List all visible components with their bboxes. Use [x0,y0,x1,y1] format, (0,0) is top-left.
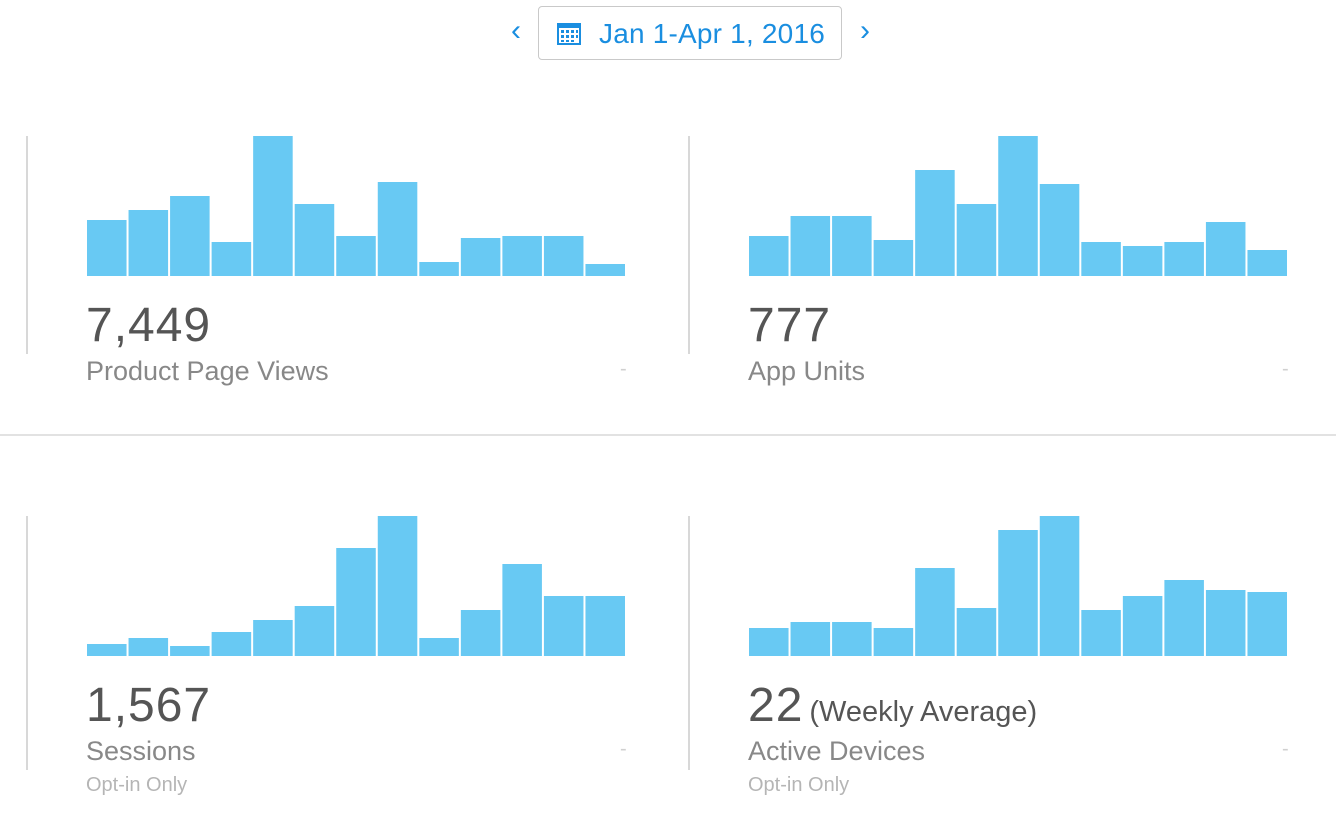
chart-bar [1081,610,1121,656]
chart-bar [1247,592,1287,656]
metric-label: Sessions [86,736,196,766]
chart-bar [211,242,252,276]
chart-bar [336,236,376,276]
chart-bar [790,622,831,656]
chart-bar [1122,596,1163,656]
chart-bar [832,216,872,276]
chart-bar [1039,184,1080,276]
chart-bar [998,530,1038,656]
chart-bar [1247,250,1287,276]
chart-bar [1164,580,1204,656]
date-range-navigator: ‹ Jan 1-Apr 1, 2016 › [0,6,1336,60]
trend-indicator: - [620,358,627,380]
chart-bar [749,236,789,276]
chart-bar [87,220,127,276]
chart-bar [460,238,501,276]
chart-bar [419,638,459,656]
chart-bar [253,620,293,656]
calendar-icon [557,23,581,45]
chart-bar [1081,242,1121,276]
chart-bar [585,264,625,276]
chart-bar [1122,246,1163,276]
chart-bar [253,136,293,276]
chart-bar [502,564,542,656]
chart-bar [1205,222,1246,276]
panel-divider [26,516,28,770]
chart-bar [749,628,789,656]
chart-bar [998,136,1038,276]
chart-bar [543,236,584,276]
panel-divider [688,136,690,354]
chart-bar [956,204,997,276]
chart-bar [915,170,955,276]
chart-bar [128,638,169,656]
chart-bar [170,196,210,276]
metric-value: 7,449 [86,299,212,352]
trend-indicator: - [1282,358,1289,380]
trend-indicator: - [620,738,627,760]
chart-bar [460,610,501,656]
chart-bar [170,646,210,656]
chart-bar [294,204,335,276]
date-range-label: Jan 1-Apr 1, 2016 [599,18,825,49]
chart-bar [1205,590,1246,656]
chart-bar [419,262,459,276]
chart-bar [294,606,335,656]
panel-divider [688,516,690,770]
chart-bar [502,236,542,276]
chart-bar [377,182,418,276]
metric-panel-active-devices[interactable]: 22 (Weekly Average) Active Devices - Opt-… [688,516,1328,816]
chart-bar [873,628,914,656]
bar-chart [749,516,1287,656]
metric-panel-product-page-views[interactable]: 7,449 Product Page Views - [26,136,666,436]
chevron-right-icon[interactable]: › [860,14,870,47]
chart-bar [956,608,997,656]
panel-divider [26,136,28,354]
chart-bar [790,216,831,276]
chevron-left-icon[interactable]: ‹ [511,14,521,47]
metric-label: App Units [748,356,866,386]
chart-bar [128,210,169,276]
bar-chart [87,136,625,276]
bar-chart [749,136,1287,276]
opt-in-note: Opt-in Only [748,774,850,796]
chart-bar [873,240,914,276]
section-divider [0,434,1336,436]
chart-bar [336,548,376,656]
metric-panel-app-units[interactable]: 777 App Units - [688,136,1328,436]
chart-bar [377,516,418,656]
metric-value: 1,567 [86,679,212,732]
metric-label: Product Page Views [86,356,329,386]
chart-bar [1164,242,1204,276]
metric-value: 777 [748,299,832,352]
metric-label: Active Devices [748,736,926,766]
metric-panel-sessions[interactable]: 1,567 Sessions - Opt-in Only [26,516,666,816]
chart-bar [915,568,955,656]
chart-bar [1039,516,1080,656]
chart-bar [543,596,584,656]
chart-bar [87,644,127,656]
chart-bar [211,632,252,656]
metric-value: 22 (Weekly Average) [748,679,1038,732]
bar-chart [87,516,625,656]
chart-bar [832,622,872,656]
metric-subtitle: (Weekly Average) [809,696,1038,728]
trend-indicator: - [1282,738,1289,760]
chart-bar [585,596,625,656]
date-range-button[interactable]: Jan 1-Apr 1, 2016 [538,6,842,60]
opt-in-note: Opt-in Only [86,774,188,796]
